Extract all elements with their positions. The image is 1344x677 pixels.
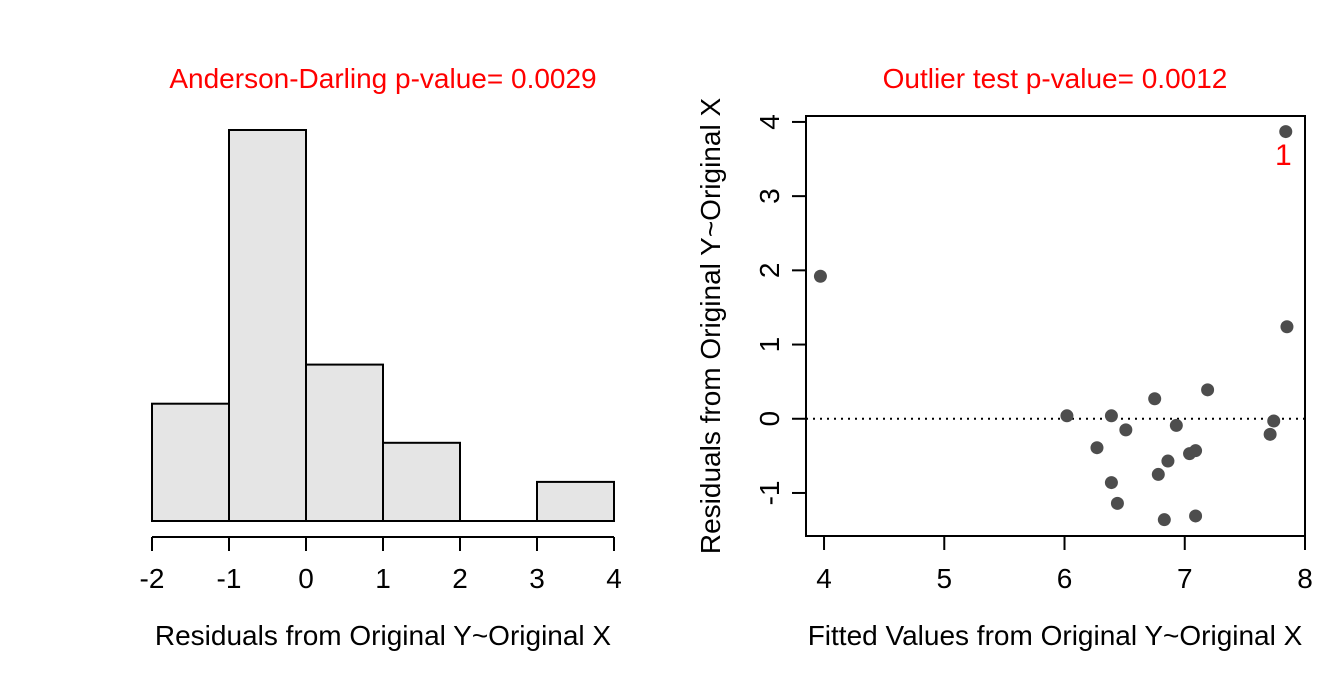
histogram-bar-3 <box>382 441 461 522</box>
scatter-y-axis-label: Residuals from Original Y~Original X <box>695 98 726 555</box>
scatter-title: Outlier test p-value= 0.0012 <box>883 63 1228 94</box>
scatter-x-axis-label: Fitted Values from Original Y~Original X <box>808 620 1303 651</box>
scatter-x-tick-label: 4 <box>816 563 832 594</box>
histogram-x-tick-label: -1 <box>217 563 242 594</box>
scatter-point <box>1060 409 1074 423</box>
histogram-bar-2 <box>305 363 384 522</box>
scatter-y-axis: -1 0 1 2 3 4 <box>754 114 806 505</box>
scatter-point <box>1189 444 1203 458</box>
scatter-y-tick-label: 4 <box>754 114 785 130</box>
scatter-y-tick-label: 0 <box>754 411 785 427</box>
histogram-x-tick-label: 0 <box>298 563 314 594</box>
scatter-point <box>1267 414 1281 428</box>
histogram-x-tick-label: -2 <box>140 563 165 594</box>
histogram-title: Anderson-Darling p-value= 0.0029 <box>169 63 596 94</box>
scatter-point <box>1119 423 1133 437</box>
scatter-y-tick-label: 3 <box>754 188 785 204</box>
histogram-x-tick-label: 2 <box>452 563 468 594</box>
scatter-point <box>1157 513 1171 527</box>
scatter-point <box>1201 383 1215 397</box>
scatter-panel: Outlier test p-value= 0.0012 1 4 5 6 7 8 -1 0… <box>695 63 1313 651</box>
histogram-bar-1 <box>228 129 307 522</box>
scatter-point <box>1110 496 1124 510</box>
scatter-x-tick-label: 7 <box>1177 563 1193 594</box>
scatter-point <box>1263 427 1277 441</box>
scatter-point <box>1148 392 1162 406</box>
scatter-x-tick-label: 6 <box>1057 563 1073 594</box>
scatter-point <box>1280 320 1294 334</box>
histogram-panel: Anderson-Darling p-value= 0.0029 -2 -1 0 1 2… <box>140 63 622 651</box>
histogram-x-axis: -2 -1 0 1 2 3 4 <box>140 536 622 594</box>
scatter-x-tick-label: 5 <box>936 563 952 594</box>
histogram-x-tick-label: 4 <box>606 563 622 594</box>
scatter-point <box>813 269 827 283</box>
scatter-x-tick-label: 8 <box>1297 563 1313 594</box>
histogram-x-tick-label: 3 <box>529 563 545 594</box>
scatter-plot-frame <box>805 115 1306 537</box>
scatter-point <box>1151 467 1165 481</box>
histogram-bar-5 <box>536 480 615 522</box>
histogram-x-tick-label: 1 <box>375 563 391 594</box>
histogram-bars <box>151 129 615 523</box>
scatter-point <box>1104 409 1118 423</box>
scatter-y-tick-label: 1 <box>754 337 785 353</box>
scatter-y-tick-label: 2 <box>754 263 785 279</box>
histogram-bar-0 <box>151 402 230 523</box>
outlier-label: 1 <box>1275 139 1292 172</box>
scatter-annotations: 1 <box>1275 139 1292 172</box>
scatter-point <box>1189 509 1203 523</box>
scatter-point <box>1104 476 1118 490</box>
scatter-x-axis: 4 5 6 7 8 <box>816 536 1313 594</box>
scatter-y-tick-label: -1 <box>754 481 785 506</box>
scatter-points <box>813 125 1294 527</box>
scatter-point <box>1161 454 1175 468</box>
scatter-point <box>1090 441 1104 455</box>
scatter-point <box>1279 125 1293 139</box>
scatter-point <box>1169 418 1183 432</box>
histogram-x-axis-label: Residuals from Original Y~Original X <box>155 620 612 651</box>
